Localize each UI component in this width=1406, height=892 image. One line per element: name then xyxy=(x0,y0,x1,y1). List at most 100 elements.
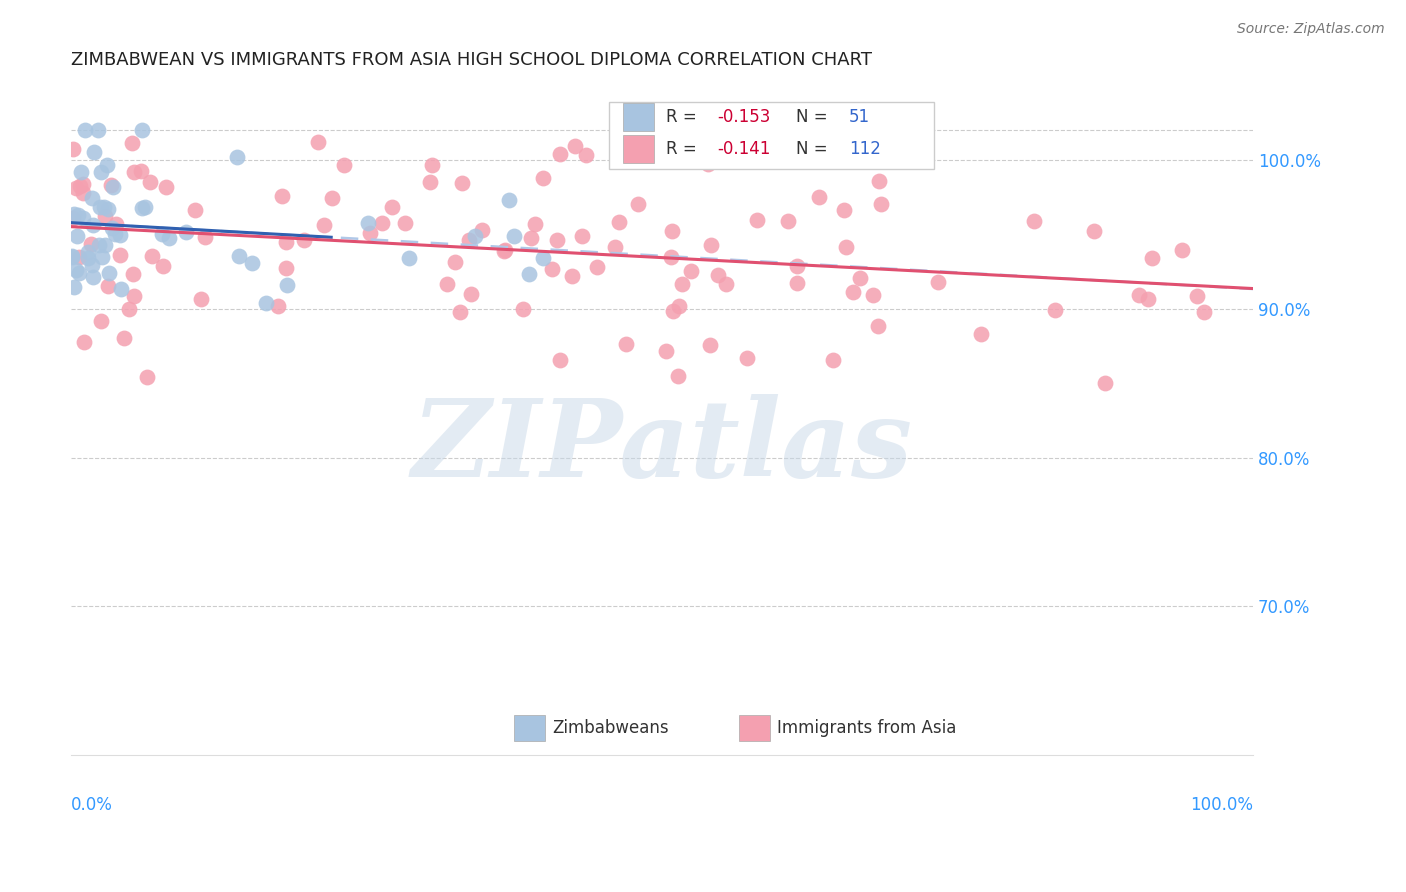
Point xyxy=(190,293,212,307)
Text: 51: 51 xyxy=(849,108,870,126)
Point xyxy=(458,233,481,247)
Point xyxy=(866,318,889,333)
Point xyxy=(228,249,250,263)
Point xyxy=(420,157,443,171)
Point xyxy=(359,226,381,240)
Point xyxy=(574,148,596,162)
Point xyxy=(737,351,759,365)
Point xyxy=(155,180,177,194)
Point xyxy=(623,145,645,160)
Point xyxy=(659,250,682,264)
Point xyxy=(842,285,865,299)
Point xyxy=(152,259,174,273)
Text: R =: R = xyxy=(665,140,702,158)
Point xyxy=(83,145,105,160)
Point xyxy=(585,260,607,275)
FancyBboxPatch shape xyxy=(623,135,654,163)
Point xyxy=(82,270,104,285)
Text: -0.153: -0.153 xyxy=(717,108,770,126)
Point xyxy=(69,179,91,194)
Text: R =: R = xyxy=(665,108,702,126)
Point xyxy=(134,200,156,214)
Point xyxy=(614,337,637,351)
Point xyxy=(226,150,249,164)
Point xyxy=(707,268,730,282)
Point xyxy=(449,304,471,318)
Point xyxy=(82,219,104,233)
Point xyxy=(471,223,494,237)
Point xyxy=(73,123,96,137)
Point xyxy=(848,271,870,285)
Point xyxy=(176,225,198,239)
Point xyxy=(662,304,685,318)
Point xyxy=(307,135,329,149)
Point xyxy=(716,277,738,292)
Point xyxy=(101,220,124,235)
Point xyxy=(104,217,127,231)
Point xyxy=(131,201,153,215)
FancyBboxPatch shape xyxy=(609,103,934,169)
Point xyxy=(370,216,392,230)
Point xyxy=(274,260,297,275)
Point xyxy=(118,302,141,317)
Point xyxy=(357,216,380,230)
Point xyxy=(696,157,718,171)
Point xyxy=(141,249,163,263)
Point xyxy=(494,244,516,258)
Point xyxy=(970,327,993,342)
Point xyxy=(124,165,146,179)
Point xyxy=(627,196,650,211)
Point xyxy=(276,235,298,250)
Point xyxy=(82,258,104,272)
Point xyxy=(531,252,554,266)
Point xyxy=(122,267,145,281)
FancyBboxPatch shape xyxy=(738,715,769,740)
Point xyxy=(139,175,162,189)
Text: N =: N = xyxy=(796,108,832,126)
Point xyxy=(62,211,84,225)
Point xyxy=(122,288,145,302)
Point xyxy=(97,202,120,216)
Point xyxy=(927,275,949,289)
FancyBboxPatch shape xyxy=(515,715,546,740)
Point xyxy=(451,177,474,191)
Point xyxy=(94,209,117,223)
Point xyxy=(823,353,845,368)
Point xyxy=(89,200,111,214)
Point xyxy=(112,331,135,345)
FancyBboxPatch shape xyxy=(623,103,654,131)
Text: ZIPatlas: ZIPatlas xyxy=(412,394,912,500)
Point xyxy=(65,263,87,277)
Point xyxy=(292,233,315,247)
Point xyxy=(786,259,808,273)
Point xyxy=(240,256,263,270)
Point xyxy=(87,123,110,137)
Point xyxy=(157,231,180,245)
Point xyxy=(65,181,87,195)
Point xyxy=(460,287,482,301)
Point xyxy=(671,277,693,291)
Point xyxy=(498,194,520,208)
Point xyxy=(807,190,830,204)
Text: Zimbabweans: Zimbabweans xyxy=(553,719,669,737)
Point xyxy=(184,202,207,217)
Point xyxy=(77,251,100,265)
Point xyxy=(531,170,554,185)
Point xyxy=(63,279,86,293)
Text: 112: 112 xyxy=(849,140,880,158)
Point xyxy=(679,264,702,278)
Point xyxy=(444,254,467,268)
Point xyxy=(108,227,131,242)
Point xyxy=(546,233,568,247)
Point xyxy=(1137,292,1160,306)
Point xyxy=(312,219,335,233)
Point xyxy=(524,217,547,231)
Point xyxy=(271,189,294,203)
Point xyxy=(1094,376,1116,390)
Point xyxy=(90,314,112,328)
Point xyxy=(699,237,721,252)
Point xyxy=(436,277,458,291)
Point xyxy=(786,276,808,290)
Point xyxy=(254,295,277,310)
Point xyxy=(699,338,721,352)
